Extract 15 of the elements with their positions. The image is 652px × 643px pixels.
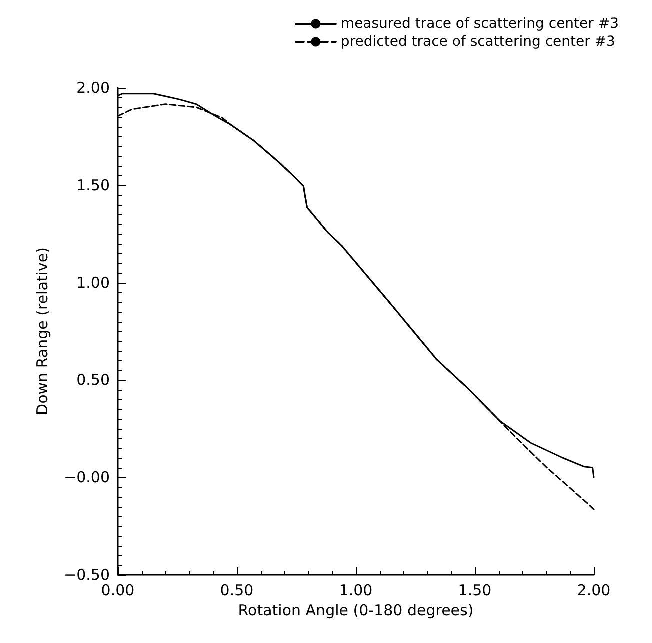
y-tick-label: 1.50 [76, 176, 110, 194]
x-tick-label: 1.50 [458, 582, 492, 600]
y-axis-title: Down Range (relative) [34, 248, 52, 416]
y-tick-label: 0.50 [76, 371, 110, 390]
x-tick-label: 2.00 [577, 582, 611, 600]
legend-label: predicted trace of scattering center #3 [340, 34, 616, 50]
x-tick-label: 1.00 [339, 582, 373, 600]
x-axis-title: Rotation Angle (0-180 degrees) [238, 601, 474, 620]
legend-label: measured trace of scattering center #3 [340, 16, 620, 32]
y-tick-label: 2.00 [76, 79, 110, 97]
y-tick-label: 1.00 [76, 274, 110, 292]
x-tick-label: 0.00 [101, 582, 135, 600]
x-tick-label: 0.50 [220, 582, 254, 600]
y-tick-label: −0.00 [64, 468, 110, 487]
y-tick-label: −0.50 [64, 566, 110, 584]
